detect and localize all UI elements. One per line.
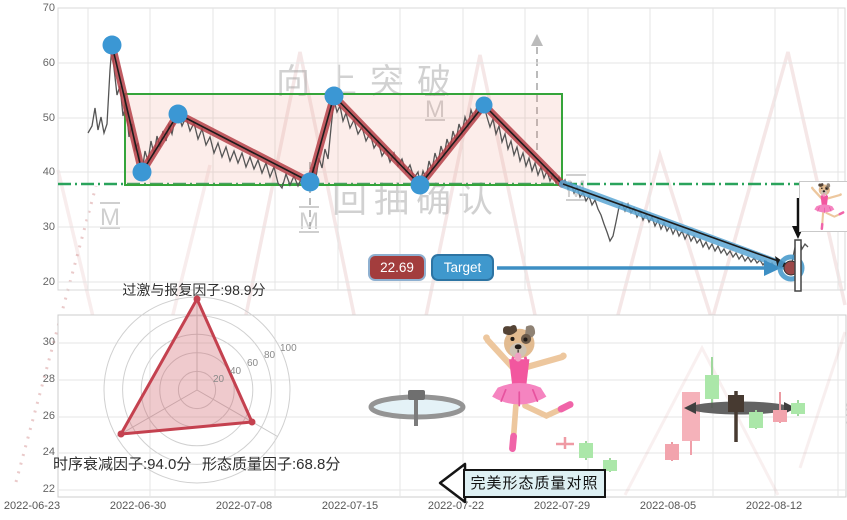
x-date-tick: 2022-07-29 <box>533 500 591 512</box>
top-y-tick: 30 <box>42 221 55 233</box>
x-date-tick: 2022-07-15 <box>321 500 379 512</box>
dog-ballerina-clipart-small <box>801 182 846 230</box>
radar-tick: 20 <box>213 374 225 385</box>
zigzag-pattern-line <box>108 41 566 189</box>
watermark-m-icon: M <box>100 204 120 231</box>
top-y-tick: 40 <box>42 166 55 178</box>
hoop-stand-icon <box>368 390 466 426</box>
x-date-tick: 2022-07-22 <box>427 500 485 512</box>
radar-tick: 80 <box>264 350 276 361</box>
mini-dancer-box <box>799 181 847 232</box>
x-date-tick: 2022-06-23 <box>3 500 61 512</box>
top-y-tick: 70 <box>42 2 55 14</box>
watermark-m-icon: M <box>425 96 445 124</box>
x-date-tick: 2022-08-05 <box>639 500 697 512</box>
radar-tick: 100 <box>280 343 297 354</box>
radar-factor-right-label: 形态质量因子:68.8分 <box>202 456 341 473</box>
x-date-tick: 2022-06-30 <box>109 500 167 512</box>
price-value-tag: 22.69 <box>368 254 426 281</box>
x-date-tick: 2022-07-08 <box>215 500 273 512</box>
bottom-y-tick: 30 <box>42 336 55 348</box>
radar-tick: 40 <box>230 366 242 377</box>
radar-tick: 60 <box>247 358 259 369</box>
radar-factor-left-label: 时序衰减因子:94.0分 <box>53 456 192 473</box>
bottom-y-tick: 24 <box>42 446 55 458</box>
radar-chart <box>103 295 291 484</box>
top-y-tick: 50 <box>42 112 55 124</box>
target-tag: Target <box>431 254 494 281</box>
watermark-m-icon: M <box>299 208 319 235</box>
bottom-y-tick: 22 <box>42 483 55 495</box>
top-y-tick: 60 <box>42 57 55 69</box>
perfect-pattern-callout: 完美形态质量对照 <box>463 469 606 498</box>
top-panel-grid <box>57 7 846 291</box>
x-date-tick: 2022-08-12 <box>745 500 803 512</box>
bottom-y-tick: 26 <box>42 410 55 422</box>
radar-factor-top-label: 过激与报复因子:98.9分 <box>122 282 266 298</box>
mini-candlestick-chart <box>556 357 805 472</box>
top-y-tick: 20 <box>42 276 55 288</box>
pivot-dots <box>102 35 493 195</box>
bottom-y-tick: 28 <box>42 373 55 385</box>
target-arrow <box>497 260 781 276</box>
